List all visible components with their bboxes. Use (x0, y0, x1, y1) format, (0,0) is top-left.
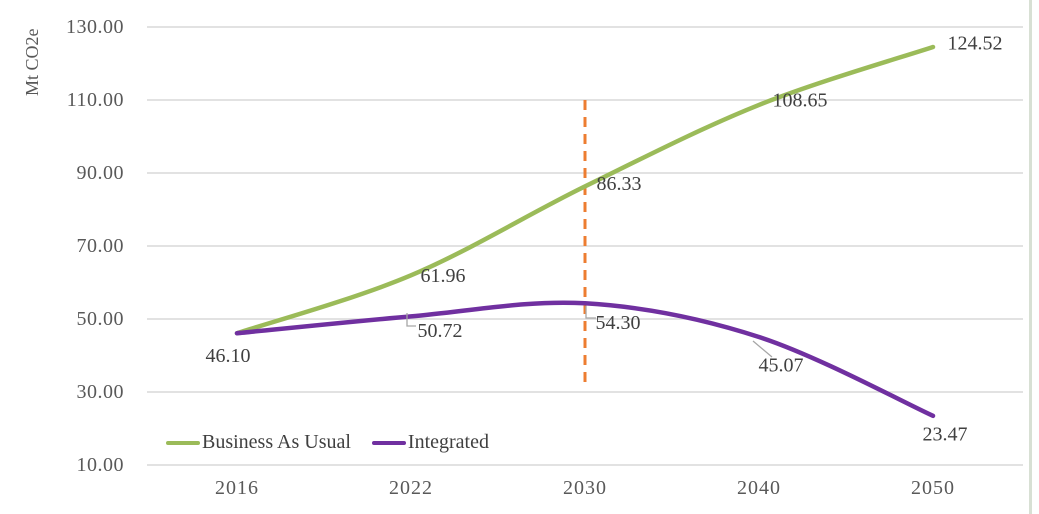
data-label: 108.65 (773, 90, 828, 112)
y-axis-tick-label: 10.00 (76, 454, 124, 476)
data-label: 86.33 (597, 173, 642, 195)
series-line-integrated (234, 300, 936, 419)
x-axis-tick-label: 2040 (737, 477, 781, 499)
legend-marker-integrated (371, 440, 406, 445)
y-axis-title: Mt CO2e (22, 28, 42, 97)
y-axis-tick-label: 50.00 (76, 308, 124, 330)
legend: Business As Usual Integrated (166, 431, 489, 454)
y-axis-tick-label: 110.00 (66, 89, 124, 111)
x-axis-tick-label: 2016 (215, 477, 259, 499)
right-border (1029, 0, 1032, 514)
data-label: 124.52 (948, 33, 1003, 55)
data-label: 46.10 (206, 345, 251, 367)
label-leader-line (406, 313, 416, 327)
data-label: 54.30 (596, 312, 641, 334)
legend-item-business-as-usual: Business As Usual (166, 431, 351, 454)
legend-item-label: Business As Usual (202, 431, 351, 453)
legend-marker-business-as-usual (166, 440, 200, 445)
x-axis-tick-label: 2022 (389, 477, 433, 499)
data-label: 23.47 (923, 423, 968, 445)
y-axis-tick-label: 130.00 (66, 16, 124, 38)
legend-item-label: Integrated (407, 431, 489, 453)
y-axis-tick-label: 90.00 (76, 162, 124, 184)
data-label: 45.07 (759, 355, 804, 377)
label-leader-line (752, 340, 773, 358)
y-axis-tick-label: 30.00 (76, 381, 124, 403)
x-axis-tick-label: 2030 (563, 477, 607, 499)
y-axis-tick-label: 70.00 (76, 235, 124, 257)
legend-item-integrated: Integrated (371, 431, 489, 454)
series-line-business-as-usual (234, 44, 936, 336)
data-label: 50.72 (418, 320, 463, 342)
data-label: 61.96 (421, 265, 466, 287)
label-leader-line (585, 306, 596, 319)
x-axis-tick-label: 2050 (911, 477, 955, 499)
